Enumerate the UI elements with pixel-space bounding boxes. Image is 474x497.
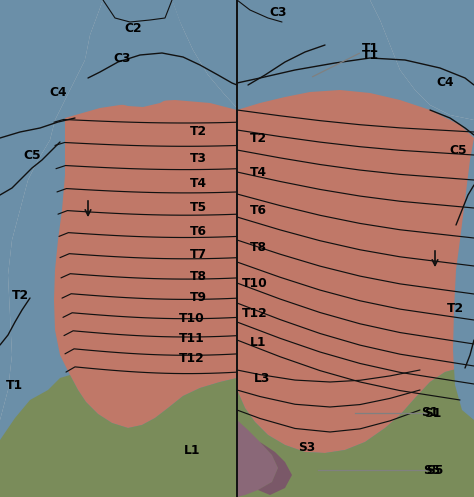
Polygon shape <box>453 120 474 420</box>
Text: T3: T3 <box>190 152 207 165</box>
Text: T1: T1 <box>5 379 23 392</box>
Text: S5: S5 <box>426 464 444 477</box>
Text: T2: T2 <box>249 132 266 145</box>
Text: T10: T10 <box>179 312 205 325</box>
Polygon shape <box>0 0 237 497</box>
Text: T2: T2 <box>447 302 464 315</box>
Polygon shape <box>237 420 278 497</box>
Text: T7: T7 <box>190 248 207 260</box>
Text: T10: T10 <box>242 276 268 289</box>
Text: T12: T12 <box>179 351 205 364</box>
Polygon shape <box>237 0 474 497</box>
Text: S1: S1 <box>421 406 439 418</box>
Polygon shape <box>237 90 474 453</box>
Text: L1: L1 <box>184 443 200 457</box>
Text: S5: S5 <box>423 464 441 477</box>
Text: L3: L3 <box>254 371 270 385</box>
Text: T1: T1 <box>362 49 379 62</box>
Text: C4: C4 <box>436 76 454 88</box>
Text: S1: S1 <box>424 407 442 419</box>
Text: C3: C3 <box>269 5 287 18</box>
Text: T2: T2 <box>190 125 207 138</box>
Polygon shape <box>237 0 320 103</box>
Text: T9: T9 <box>190 291 207 304</box>
Text: T12: T12 <box>242 307 268 320</box>
Text: T8: T8 <box>249 241 266 253</box>
Text: T6: T6 <box>190 225 207 238</box>
Text: T8: T8 <box>190 269 207 282</box>
Polygon shape <box>85 0 190 107</box>
Text: T2: T2 <box>11 288 28 302</box>
Text: T6: T6 <box>249 203 266 217</box>
Text: T1: T1 <box>362 42 379 55</box>
Text: C4: C4 <box>49 85 67 98</box>
Text: C5: C5 <box>449 144 467 157</box>
Polygon shape <box>370 0 474 120</box>
Polygon shape <box>237 368 474 497</box>
Polygon shape <box>0 0 103 420</box>
Polygon shape <box>172 0 237 108</box>
Polygon shape <box>54 100 237 428</box>
Polygon shape <box>0 375 237 497</box>
Text: T4: T4 <box>190 176 207 189</box>
Text: L1: L1 <box>250 335 266 348</box>
Text: C3: C3 <box>113 52 131 65</box>
Text: T5: T5 <box>190 200 207 214</box>
Text: C2: C2 <box>124 21 142 34</box>
Text: T4: T4 <box>249 166 266 178</box>
Polygon shape <box>258 442 292 495</box>
Text: C5: C5 <box>23 149 41 162</box>
Text: T11: T11 <box>179 331 205 344</box>
Text: S3: S3 <box>298 440 316 453</box>
